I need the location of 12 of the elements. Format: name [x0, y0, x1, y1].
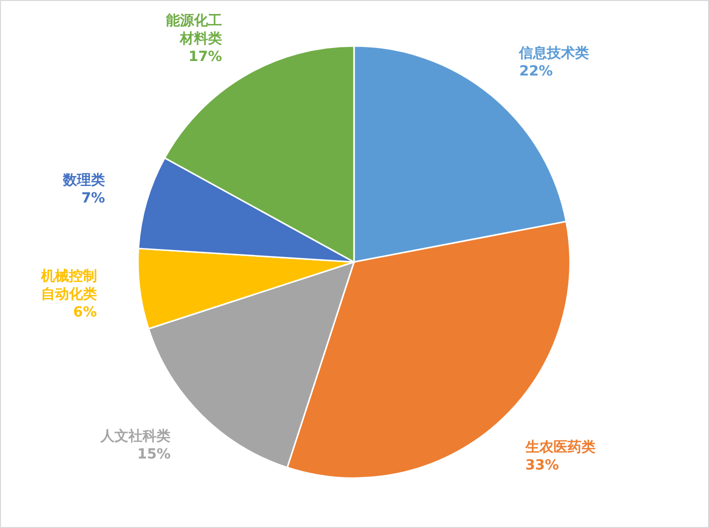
data-label: 22%	[519, 63, 553, 80]
data-label: 15%	[137, 446, 171, 462]
slice-label: 人文社科类	[100, 427, 171, 444]
data-label: 6%	[73, 304, 97, 320]
slice-label: 数理类	[62, 172, 106, 189]
data-label: 7%	[81, 190, 106, 207]
slice-label: 信息技术类	[518, 45, 590, 62]
data-label: 17%	[188, 48, 222, 65]
data-label: 33%	[525, 457, 559, 474]
slice-label: 能源化工材料类	[166, 12, 222, 47]
slice-label: 机械控制自动化类	[40, 268, 97, 302]
slice-label: 生农医药类	[524, 439, 596, 456]
